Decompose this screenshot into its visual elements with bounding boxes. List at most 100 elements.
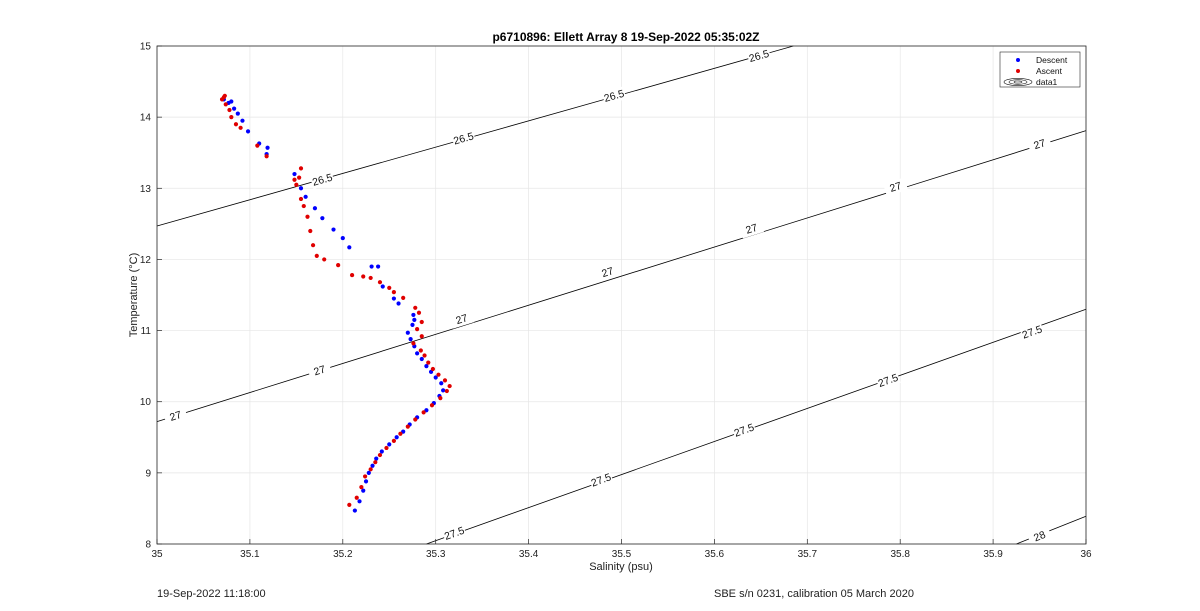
legend-box (999, 51, 1081, 88)
x-tick-label: 35.5 (612, 549, 632, 560)
ascent-point (347, 502, 352, 507)
ascent-point (391, 438, 396, 443)
descent-point (379, 449, 384, 454)
descent-point (340, 235, 345, 241)
ascent-point (223, 102, 228, 107)
density-contour-label: 27 (744, 222, 759, 237)
ascent-point (368, 467, 373, 472)
ascent-point (430, 366, 436, 372)
x-axis-label: Salinity (psu) (589, 561, 653, 573)
density-contour-label: 27 (168, 409, 183, 424)
legend-ascent-marker (1016, 69, 1020, 73)
footer-calibration-note: SBE s/n 0231, calibration 05 March 2020 (714, 588, 914, 600)
ascent-point (233, 122, 239, 127)
density-contour-label-bg (1026, 526, 1053, 547)
descent-point (415, 351, 420, 356)
density-contour-label: 26.5 (311, 172, 334, 189)
descent-point (411, 312, 416, 318)
y-tick-label: 13 (140, 184, 152, 195)
ascent-point (421, 410, 426, 415)
ascent-point (310, 243, 316, 248)
descent-point (232, 106, 237, 111)
y-tick-label: 9 (145, 468, 151, 479)
density-contour-label: 28 (1032, 529, 1047, 545)
density-contour-label-bg (595, 262, 621, 282)
x-tick-label: 35.6 (705, 549, 725, 560)
density-contour-label: 26.5 (603, 88, 626, 105)
ascent-point (238, 125, 243, 130)
density-contour-label-bg (307, 360, 333, 380)
density-contour-label-bg (451, 129, 476, 148)
ascent-point (384, 445, 389, 451)
descent-point (412, 317, 417, 322)
density-contours: 26.526.526.526.52727272727272727.527.527… (156, 45, 1087, 547)
density-contour-label-bg (1027, 134, 1052, 154)
chart-title: p6710896: Ellett Array 8 19-Sep-2022 05:… (492, 30, 759, 44)
ascent-point (422, 353, 427, 358)
ascent-point (387, 285, 392, 290)
descent-point (303, 194, 308, 199)
ascent-point (229, 115, 234, 120)
descent-point (376, 264, 381, 269)
ascent-point (415, 327, 420, 332)
legend-ascent-label: Ascent (1036, 66, 1063, 76)
ascent-point (401, 295, 406, 300)
descent-point (396, 301, 401, 306)
y-axis-label: Temperature (°C) (128, 253, 140, 337)
ascent-point (354, 495, 359, 500)
ascent-point (419, 334, 424, 339)
descent-point (410, 322, 415, 327)
ascent-point (222, 93, 227, 98)
ascent-point (308, 228, 313, 234)
ascent-point (426, 360, 431, 365)
descent-point (312, 206, 318, 211)
x-tick-label: 35.2 (333, 549, 353, 560)
ascent-point (298, 166, 304, 171)
descent-point (405, 330, 410, 335)
descent-point (357, 499, 362, 504)
descent-point (380, 284, 385, 289)
ascent-point (305, 214, 310, 219)
ascent-point (373, 460, 378, 465)
x-tick-label: 35.3 (426, 549, 446, 560)
ascent-point (298, 196, 304, 202)
descent-point (229, 99, 234, 104)
density-contour-label-bg (449, 309, 475, 329)
descent-point (369, 264, 374, 269)
density-contour-label: 27 (888, 180, 903, 195)
descent-point (433, 375, 438, 380)
descent-point (374, 456, 379, 461)
descent-point (292, 171, 297, 177)
density-contour-label: 27 (600, 265, 615, 280)
y-tick-label: 8 (145, 540, 151, 551)
series-ascent (219, 93, 452, 507)
footer-timestamp: 19-Sep-2022 11:18:00 (157, 588, 266, 600)
descent-point (265, 145, 270, 150)
x-tick-label: 35.1 (240, 549, 260, 560)
plot-area: 26.526.526.526.52727272727272727.527.527… (156, 45, 1087, 547)
ascent-point (398, 431, 403, 436)
ascent-point (349, 272, 355, 278)
descent-point (370, 463, 375, 468)
density-contour-label: 27 (1032, 137, 1047, 152)
y-tick-label: 14 (140, 113, 152, 124)
ascent-point (361, 274, 366, 279)
density-contour-label: 26.5 (748, 48, 771, 65)
x-tick-label: 35.7 (798, 549, 818, 560)
ascent-point (301, 203, 306, 209)
ascent-point (336, 263, 341, 268)
legend-data1-label: data1 (1036, 77, 1058, 87)
ascent-point (416, 310, 422, 315)
x-tick-label: 35.9 (983, 549, 1003, 560)
legend-data1-contour-icon (1003, 78, 1033, 86)
x-tick-label: 36 (1080, 549, 1092, 560)
ascent-point (322, 257, 327, 262)
ascent-point (405, 424, 410, 429)
ascent-point (444, 388, 449, 394)
y-tick-label: 15 (140, 42, 152, 53)
density-contour-label: 27 (312, 363, 327, 378)
density-contour-label-bg (731, 420, 757, 440)
descent-point (419, 356, 424, 362)
density-contour-line (426, 308, 1087, 545)
ascent-point (314, 253, 319, 258)
